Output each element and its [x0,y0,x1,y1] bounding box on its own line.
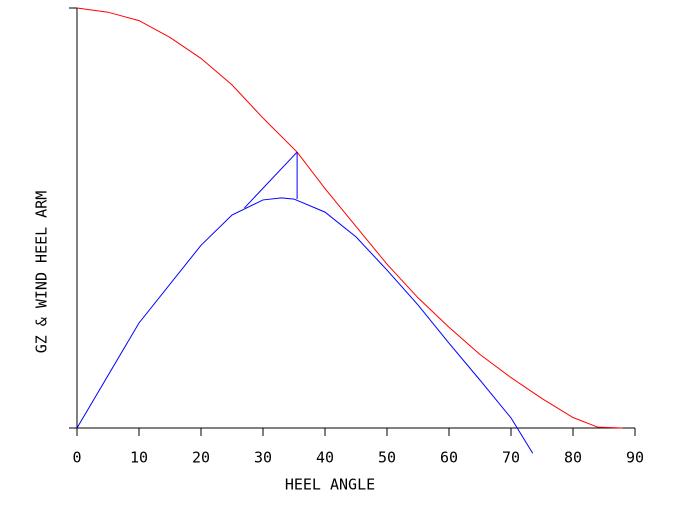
y-axis-label: GZ & WIND HEEL ARM [33,191,51,354]
curve [76,7,623,429]
x-tick-label: 90 [626,449,644,467]
x-tick-label: 30 [254,449,272,467]
x-tick-label: 50 [378,449,396,467]
curve [244,151,298,209]
x-tick-label: 20 [192,449,210,467]
curve [76,197,534,454]
x-tick-label: 10 [130,449,148,467]
x-tick-label: 80 [564,449,582,467]
x-tick-label: 60 [440,449,458,467]
x-tick-label: 40 [316,449,334,467]
x-axis-label: HEEL ANGLE [285,476,375,494]
x-tick-label: 70 [502,449,520,467]
x-tick-label: 0 [72,449,81,467]
